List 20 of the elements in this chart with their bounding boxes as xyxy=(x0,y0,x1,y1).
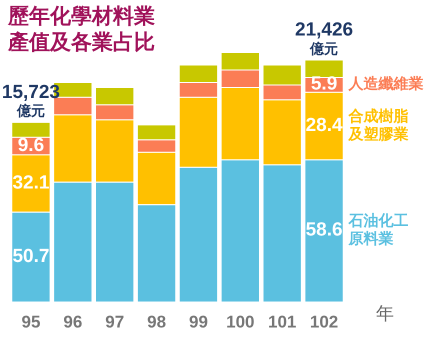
x-tick-label: 95 xyxy=(21,312,40,332)
chart-title: 歷年化學材料業產值及各業占比 xyxy=(8,4,156,56)
annotation: 32.1 xyxy=(12,172,50,194)
x-axis-title: 年 xyxy=(376,304,394,324)
x-tick-label: 98 xyxy=(147,312,166,332)
series-label: 合成樹脂及塑膠業 xyxy=(348,108,409,143)
annotation: 9.6 xyxy=(18,134,44,156)
x-tick-label: 101 xyxy=(268,312,296,332)
x-tick-label: 96 xyxy=(63,312,82,332)
series-label: 石油化工原料業 xyxy=(348,212,409,248)
annotation: 21,426 億元 xyxy=(295,20,354,56)
series-label: 人造纖維業 xyxy=(348,76,424,93)
x-tick-label: 99 xyxy=(188,312,208,332)
annotation: 58.6 xyxy=(306,220,343,241)
x-tick-label: 100 xyxy=(226,312,254,332)
x-tick-label: 102 xyxy=(310,312,338,332)
annotation: 28.4 xyxy=(306,114,343,136)
annotation: 15,723 億元 xyxy=(2,82,60,119)
x-tick-label: 97 xyxy=(105,312,124,332)
annotation: 50.7 xyxy=(12,246,50,267)
